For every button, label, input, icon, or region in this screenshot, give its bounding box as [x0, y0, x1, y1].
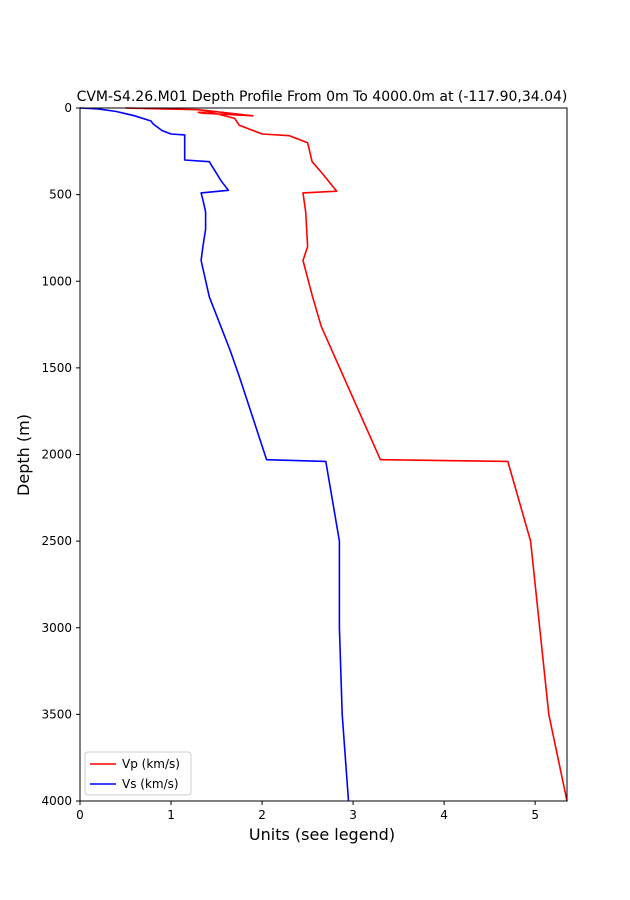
y-tick-label: 2500 — [41, 534, 72, 548]
x-tick-label: 3 — [349, 808, 357, 822]
plot-marks — [79, 107, 568, 802]
y-tick-label: 2000 — [41, 448, 72, 462]
x-axis-title: Units (see legend) — [249, 825, 395, 844]
x-tick-label: 2 — [258, 808, 266, 822]
legend-label: Vp (km/s) — [122, 757, 180, 771]
series-line-vs — [79, 107, 350, 802]
x-tick-label: 4 — [440, 808, 448, 822]
y-tick-label: 3000 — [41, 621, 72, 635]
legend: Vp (km/s) Vs (km/s) — [84, 751, 192, 796]
series-line-vp — [125, 107, 568, 802]
y-axis-title: Depth (m) — [14, 414, 33, 496]
chart-title: CVM-S4.26.M01 Depth Profile From 0m To 4… — [77, 89, 568, 105]
y-tick-label: 1500 — [41, 361, 72, 375]
plot-frame — [79, 107, 568, 802]
y-tick-label: 1000 — [41, 274, 72, 288]
legend-label: Vs (km/s) — [122, 777, 179, 791]
y-tick-label: 3500 — [41, 707, 72, 721]
x-axis: 0 1 2 3 4 5 — [76, 801, 539, 822]
y-tick-label: 500 — [49, 188, 72, 202]
y-tick-label: 4000 — [41, 794, 72, 808]
y-axis: 0 500 1000 1500 2000 2500 3000 3500 4000 — [41, 101, 80, 808]
y-tick-label: 0 — [64, 101, 72, 115]
x-tick-label: 5 — [531, 808, 539, 822]
x-tick-label: 1 — [167, 808, 175, 822]
x-tick-label: 0 — [76, 808, 84, 822]
